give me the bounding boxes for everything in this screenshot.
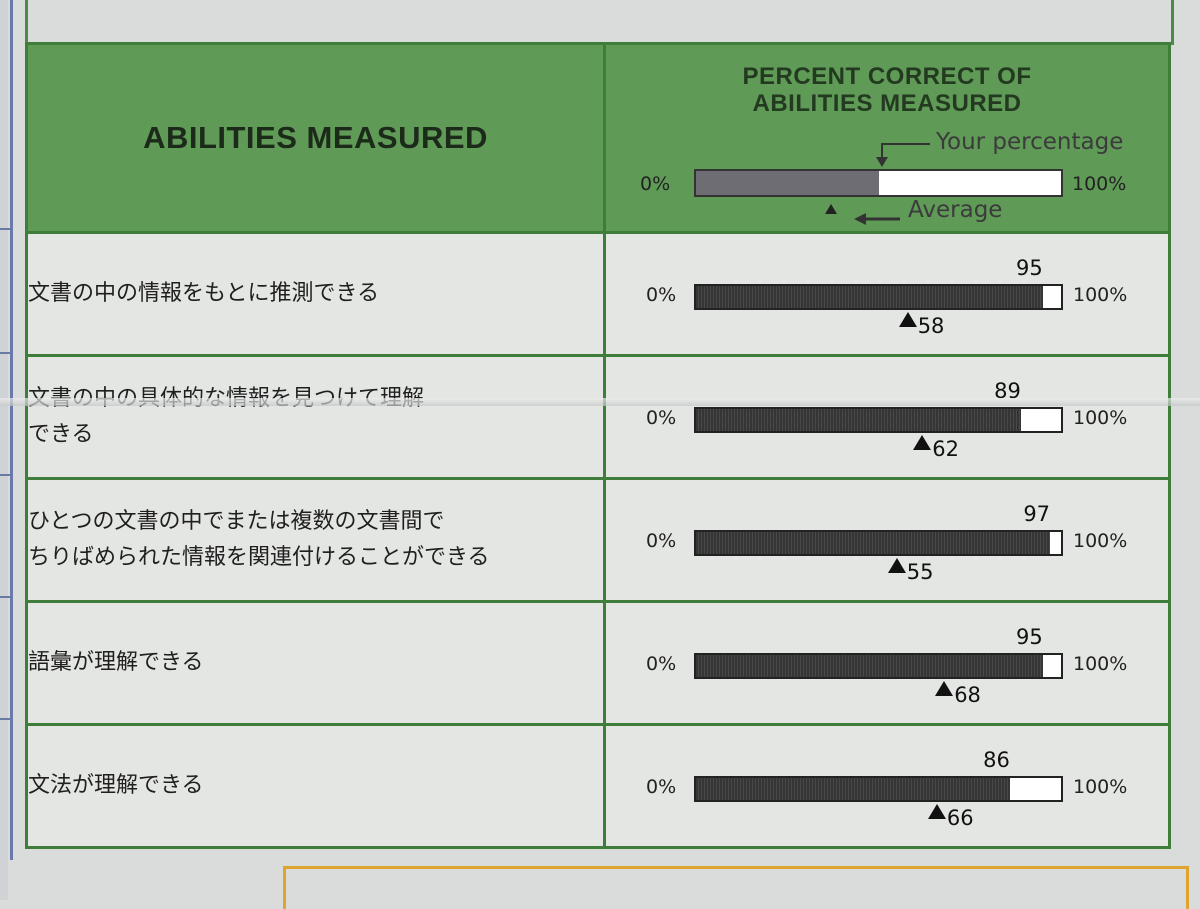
score-bar-cell: 0% 100% 89 62 <box>603 354 1171 480</box>
zero-percent-label: 0% <box>646 407 677 429</box>
average-score-value: 68 <box>954 683 981 707</box>
your-score-value: 95 <box>1016 625 1043 649</box>
average-score-value: 58 <box>917 314 945 338</box>
score-bar-cell: 0% 100% 97 55 <box>603 477 1171 603</box>
percent-correct-heading: PERCENT CORRECT OF ABILITIES MEASURED <box>606 63 1168 117</box>
legend-zero-label: 0% <box>640 173 671 195</box>
ability-description: 文書の中の具体的な情報を見つけて理解 できる <box>25 354 606 480</box>
your-score-value: 97 <box>1023 502 1051 526</box>
percent-correct-heading-line1: PERCENT CORRECT OF <box>742 63 1032 90</box>
legend-bar <box>694 169 1063 197</box>
zero-percent-label: 0% <box>646 776 677 798</box>
score-bar <box>694 284 1063 310</box>
legend-hundred-label: 100% <box>1072 173 1127 195</box>
score-bar-fill <box>696 778 1010 800</box>
average-marker-icon <box>887 558 906 573</box>
score-bar <box>694 530 1063 556</box>
score-bar <box>694 653 1063 679</box>
left-margin-tick <box>0 352 10 354</box>
average-marker-icon <box>898 312 917 327</box>
percent-correct-heading-cell: PERCENT CORRECT OF ABILITIES MEASURED Yo… <box>603 42 1171 234</box>
score-bar <box>694 407 1063 433</box>
score-bar-fill <box>696 409 1021 431</box>
average-marker-icon <box>927 804 946 819</box>
hundred-percent-label: 100% <box>1073 284 1128 306</box>
abilities-measured-heading: ABILITIES MEASURED <box>25 42 606 234</box>
average-marker-icon <box>913 435 932 450</box>
ability-description: ひとつの文書の中でまたは複数の文書間で ちりばめられた情報を関連付けることができ… <box>25 477 606 603</box>
ability-row: ひとつの文書の中でまたは複数の文書間で ちりばめられた情報を関連付けることができ… <box>25 477 1171 603</box>
left-margin-tick <box>0 228 10 230</box>
score-bar-fill <box>696 532 1051 554</box>
table-header-row: ABILITIES MEASURED PERCENT CORRECT OF AB… <box>25 42 1171 234</box>
hundred-percent-label: 100% <box>1073 407 1128 429</box>
score-bar <box>694 776 1063 802</box>
ability-row: 文法が理解できる 0% 100% 86 66 <box>25 723 1171 849</box>
average-score-value: 66 <box>946 806 974 830</box>
score-bar-cell: 0% 100% 95 58 <box>603 231 1171 357</box>
legend-arrow-down-icon <box>876 143 930 167</box>
ability-description-line1: 語彙が理解できる <box>28 650 204 675</box>
average-score-value: 55 <box>906 560 934 584</box>
ability-description-line1: 文法が理解できる <box>28 773 204 798</box>
legend-your-percentage-label: Your percentage <box>936 129 1124 155</box>
paper-fold-crease <box>0 398 1200 406</box>
ability-description: 文法が理解できる <box>25 723 606 849</box>
left-margin-rule <box>10 0 13 860</box>
ability-description-line1: ひとつの文書の中でまたは複数の文書間で <box>28 509 445 534</box>
hundred-percent-label: 100% <box>1073 530 1128 552</box>
score-bar-fill <box>696 655 1043 677</box>
ability-row: 語彙が理解できる 0% 100% 95 68 <box>25 600 1171 726</box>
legend-arrow-left-icon <box>854 213 900 225</box>
legend-average-label: Average <box>908 197 1003 223</box>
ability-row: 文書の中の具体的な情報を見つけて理解 できる 0% 100% 89 62 <box>25 354 1171 480</box>
score-bar-fill <box>696 286 1043 308</box>
hundred-percent-label: 100% <box>1073 776 1128 798</box>
previous-section-box <box>25 0 1174 45</box>
your-score-value: 95 <box>1016 256 1043 280</box>
ability-description: 文書の中の情報をもとに推測できる <box>25 231 606 357</box>
your-score-value: 86 <box>983 748 1010 772</box>
ability-description-line1: 文書の中の情報をもとに推測できる <box>28 281 380 306</box>
abilities-table: ABILITIES MEASURED PERCENT CORRECT OF AB… <box>25 42 1171 849</box>
legend-average-marker-icon <box>825 204 838 214</box>
left-margin-tick <box>0 596 10 598</box>
ability-description-line2: できる <box>28 422 94 447</box>
average-marker-icon <box>935 681 954 696</box>
score-bar-cell: 0% 100% 86 66 <box>603 723 1171 849</box>
hundred-percent-label: 100% <box>1073 653 1128 675</box>
ability-description-line2: ちりばめられた情報を関連付けることができる <box>28 545 490 570</box>
page-edge <box>0 0 8 900</box>
zero-percent-label: 0% <box>646 284 677 306</box>
legend-bar-fill <box>696 171 879 195</box>
ability-row: 文書の中の情報をもとに推測できる 0% 100% 95 58 <box>25 231 1171 357</box>
ability-description: 語彙が理解できる <box>25 600 606 726</box>
next-section-box <box>283 866 1189 909</box>
zero-percent-label: 0% <box>646 653 677 675</box>
left-margin-tick <box>0 718 10 720</box>
left-margin-tick <box>0 474 10 476</box>
percent-correct-heading-line2: ABILITIES MEASURED <box>752 90 1022 117</box>
zero-percent-label: 0% <box>646 530 677 552</box>
score-bar-cell: 0% 100% 95 68 <box>603 600 1171 726</box>
average-score-value: 62 <box>932 437 960 461</box>
